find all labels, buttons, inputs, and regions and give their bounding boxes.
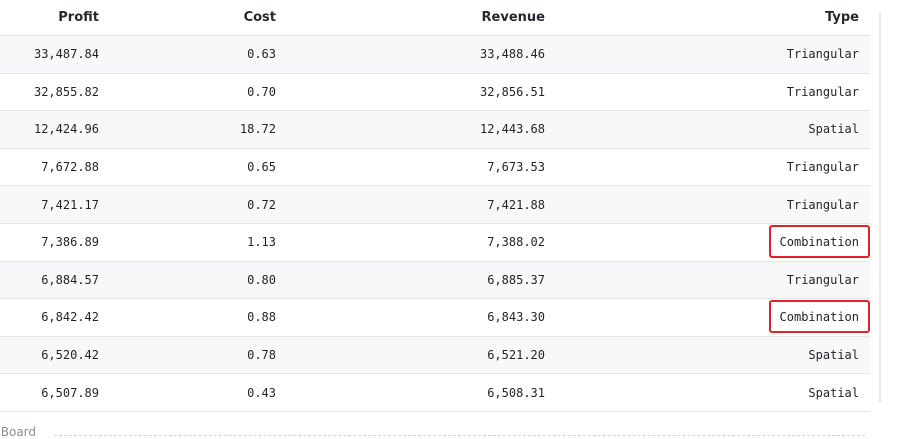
cell-revenue: 12,443.68 (287, 110, 556, 149)
cell-cost: 1.13 (110, 223, 287, 262)
cell-revenue: 7,388.02 (287, 223, 556, 262)
type-value: Triangular (786, 160, 859, 175)
cell-profit: 6,507.89 (0, 373, 110, 412)
cell-profit: 32,855.82 (0, 73, 110, 112)
type-value: Combination (779, 310, 859, 325)
cell-profit: 6,884.57 (0, 261, 110, 300)
type-value: Triangular (786, 272, 859, 287)
table-body: 33,487.84 0.63 33,488.46 Triangular 32,8… (0, 35, 870, 412)
cell-revenue: 7,673.53 (287, 148, 556, 187)
cell-cost: 0.70 (110, 73, 287, 112)
cell-cost: 0.72 (110, 185, 287, 224)
cell-type: Spatial (556, 373, 870, 412)
table-row[interactable]: 6,520.42 0.78 6,521.20 Spatial (0, 336, 870, 375)
cell-revenue: 6,843.30 (287, 298, 556, 337)
cell-revenue: 6,885.37 (287, 261, 556, 300)
cell-cost: 0.88 (110, 298, 287, 337)
table-row[interactable]: 32,855.82 0.70 32,856.51 Triangular (0, 73, 870, 112)
section-label: r Board (0, 425, 37, 439)
cell-cost: 0.63 (110, 35, 287, 74)
table-row[interactable]: 7,386.89 1.13 7,388.02 Combination (0, 223, 870, 262)
cell-profit: 12,424.96 (0, 110, 110, 149)
column-header-type[interactable]: Type (556, 0, 870, 36)
cell-cost: 18.72 (110, 110, 287, 149)
cell-profit: 6,842.42 (0, 298, 110, 337)
table-row[interactable]: 12,424.96 18.72 12,443.68 Spatial (0, 110, 870, 149)
table-row[interactable]: 6,842.42 0.88 6,843.30 Combination (0, 298, 870, 337)
cell-cost: 0.78 (110, 336, 287, 375)
table-row[interactable]: 7,672.88 0.65 7,673.53 Triangular (0, 148, 870, 187)
cell-cost: 0.65 (110, 148, 287, 187)
type-value: Spatial (808, 385, 859, 400)
column-header-revenue[interactable]: Revenue (287, 0, 556, 36)
cell-type-highlighted: Combination (556, 223, 870, 262)
type-value: Combination (779, 235, 859, 250)
cell-type: Triangular (556, 73, 870, 112)
cell-type-highlighted: Combination (556, 298, 870, 337)
cell-type: Spatial (556, 110, 870, 149)
cell-type: Triangular (556, 261, 870, 300)
cell-type: Triangular (556, 148, 870, 187)
cell-revenue: 6,521.20 (287, 336, 556, 375)
cell-cost: 0.43 (110, 373, 287, 412)
column-header-profit[interactable]: Profit (0, 0, 110, 36)
cell-profit: 7,386.89 (0, 223, 110, 262)
type-value: Triangular (786, 197, 859, 212)
table-header-row: Profit Cost Revenue Type (0, 0, 870, 36)
cell-revenue: 32,856.51 (287, 73, 556, 112)
column-header-cost[interactable]: Cost (110, 0, 287, 36)
cell-type: Spatial (556, 336, 870, 375)
table-row[interactable]: 7,421.17 0.72 7,421.88 Triangular (0, 185, 870, 224)
profit-table: Profit Cost Revenue Type 33,487.84 0.63 … (0, 0, 870, 412)
cell-profit: 6,520.42 (0, 336, 110, 375)
cell-revenue: 7,421.88 (287, 185, 556, 224)
cell-type: Triangular (556, 35, 870, 74)
type-value: Triangular (786, 47, 859, 62)
cell-revenue: 33,488.46 (287, 35, 556, 74)
table-row[interactable]: 6,884.57 0.80 6,885.37 Triangular (0, 261, 870, 300)
cell-profit: 7,672.88 (0, 148, 110, 187)
cell-profit: 7,421.17 (0, 185, 110, 224)
table-row[interactable]: 6,507.89 0.43 6,508.31 Spatial (0, 373, 870, 412)
cell-revenue: 6,508.31 (287, 373, 556, 412)
type-value: Spatial (808, 122, 859, 137)
data-table-container: Profit Cost Revenue Type 33,487.84 0.63 … (0, 0, 870, 412)
cell-type: Triangular (556, 185, 870, 224)
table-row[interactable]: 33,487.84 0.63 33,488.46 Triangular (0, 35, 870, 74)
cell-cost: 0.80 (110, 261, 287, 300)
cell-profit: 33,487.84 (0, 35, 110, 74)
type-value: Triangular (786, 84, 859, 99)
scrollbar-track[interactable] (879, 12, 881, 402)
type-value: Spatial (808, 348, 859, 363)
dashed-divider (54, 435, 865, 436)
